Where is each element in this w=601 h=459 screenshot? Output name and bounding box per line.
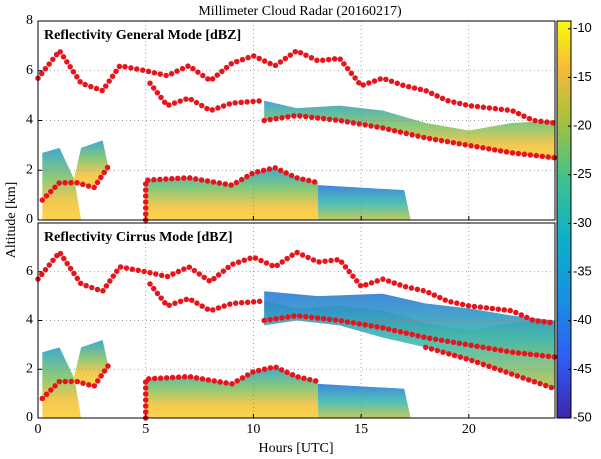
colorbar-scale (556, 20, 572, 419)
colorbar-tick-label: -15 (573, 69, 592, 84)
panel: Reflectivity Cirrus Mode [dBZ] 0 2 4 6 0 5 10 15… (26, 222, 558, 437)
panel: Reflectivity General Mode [dBZ] 0 2 4 6 8 (26, 13, 558, 227)
y-tick-label: 2 (26, 162, 33, 177)
y-tick-label: 2 (26, 361, 33, 376)
y-tick-label: 6 (26, 264, 33, 279)
colorbar-tick-label: -40 (573, 312, 592, 327)
x-tick-label: 20 (462, 422, 476, 437)
y-tick-label: 0 (26, 410, 33, 425)
colorbar-tick-label: -10 (573, 20, 592, 35)
colorbar-tick-label: -20 (573, 118, 592, 133)
cloud-region (72, 140, 110, 186)
cloud-region (145, 167, 319, 220)
cloud-contour (39, 162, 112, 203)
y-tick-label: 4 (26, 313, 33, 328)
cloud-region (145, 366, 319, 418)
colorbar-tick-label: -45 (573, 361, 592, 376)
cloud-region (264, 291, 555, 389)
cloud-contour (147, 281, 267, 314)
cloud-region (72, 340, 110, 384)
x-axis-label: Hours [UTC] (258, 441, 333, 456)
cloud-contour (35, 247, 558, 326)
y-tick-label: 4 (26, 113, 33, 128)
y-tick-label: 6 (26, 63, 33, 78)
y-tick-label: 8 (26, 13, 33, 28)
x-tick-label: 10 (246, 422, 260, 437)
cloud-contour (423, 344, 558, 392)
cloud-contour (39, 361, 112, 402)
y-tick-label: 0 (26, 212, 33, 227)
colorbar-tick-label: -50 (573, 409, 592, 424)
panel-title: Reflectivity Cirrus Mode [dBZ] (44, 230, 233, 245)
chart-title: Millimeter Cloud Radar (20160217) (198, 4, 402, 19)
cloud-contour (35, 46, 558, 126)
colorbar-tick-label: -25 (573, 166, 592, 181)
colorbar: -10 -15 -20 -25 -30 -35 -40 -45 -50 (556, 20, 592, 424)
panel-title: Reflectivity General Mode [dBZ] (44, 28, 241, 43)
cloud-region (318, 185, 411, 220)
cloud-contour (142, 164, 321, 223)
x-tick-label: 0 (35, 422, 42, 437)
cloud-region (318, 383, 411, 418)
cloud-contour (147, 80, 267, 114)
cloud-contour (142, 363, 321, 421)
cloud-contour (261, 312, 558, 360)
colorbar-tick-label: -35 (573, 263, 592, 278)
x-tick-label: 15 (354, 422, 368, 437)
cloud-contour (261, 112, 558, 161)
x-tick-label: 5 (142, 422, 149, 437)
y-axis-label: Altitude [km] (4, 182, 19, 259)
colorbar-tick-label: -30 (573, 215, 592, 230)
